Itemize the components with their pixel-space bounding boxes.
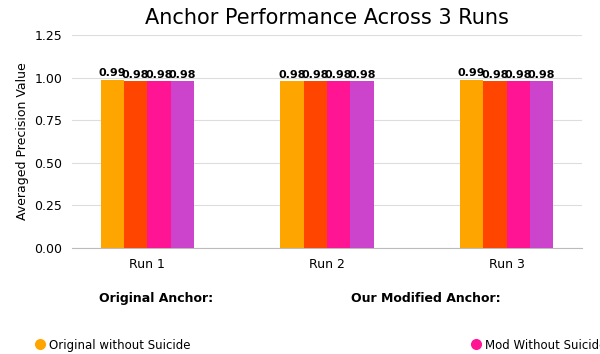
Bar — [530, 81, 553, 248]
Text: 0.99: 0.99 — [98, 68, 126, 78]
Text: 0.98: 0.98 — [145, 70, 173, 80]
Text: 0.98: 0.98 — [505, 70, 532, 80]
Y-axis label: Averaged Precision Value: Averaged Precision Value — [16, 63, 29, 221]
Text: 0.99: 0.99 — [458, 68, 485, 78]
Text: 0.98: 0.98 — [169, 70, 196, 80]
Bar — [124, 81, 148, 248]
Bar — [506, 81, 530, 248]
Legend: Mod Without Suicide, Mod With Suicide: Mod Without Suicide, Mod With Suicide — [473, 339, 600, 354]
Bar — [350, 81, 374, 248]
Text: 0.98: 0.98 — [528, 70, 556, 80]
Text: 0.98: 0.98 — [278, 70, 306, 80]
Text: 0.98: 0.98 — [348, 70, 376, 80]
Bar — [280, 81, 304, 248]
Bar — [483, 81, 506, 248]
Text: Our Modified Anchor:: Our Modified Anchor: — [351, 292, 501, 305]
Text: Original Anchor:: Original Anchor: — [99, 292, 213, 305]
Bar — [327, 81, 350, 248]
Bar — [171, 81, 194, 248]
Title: Anchor Performance Across 3 Runs: Anchor Performance Across 3 Runs — [145, 8, 509, 28]
Bar — [101, 80, 124, 248]
Text: 0.98: 0.98 — [481, 70, 509, 80]
Bar — [460, 80, 483, 248]
Bar — [148, 81, 171, 248]
Text: 0.98: 0.98 — [325, 70, 352, 80]
Bar — [304, 81, 327, 248]
Text: 0.98: 0.98 — [122, 70, 149, 80]
Text: 0.98: 0.98 — [302, 70, 329, 80]
